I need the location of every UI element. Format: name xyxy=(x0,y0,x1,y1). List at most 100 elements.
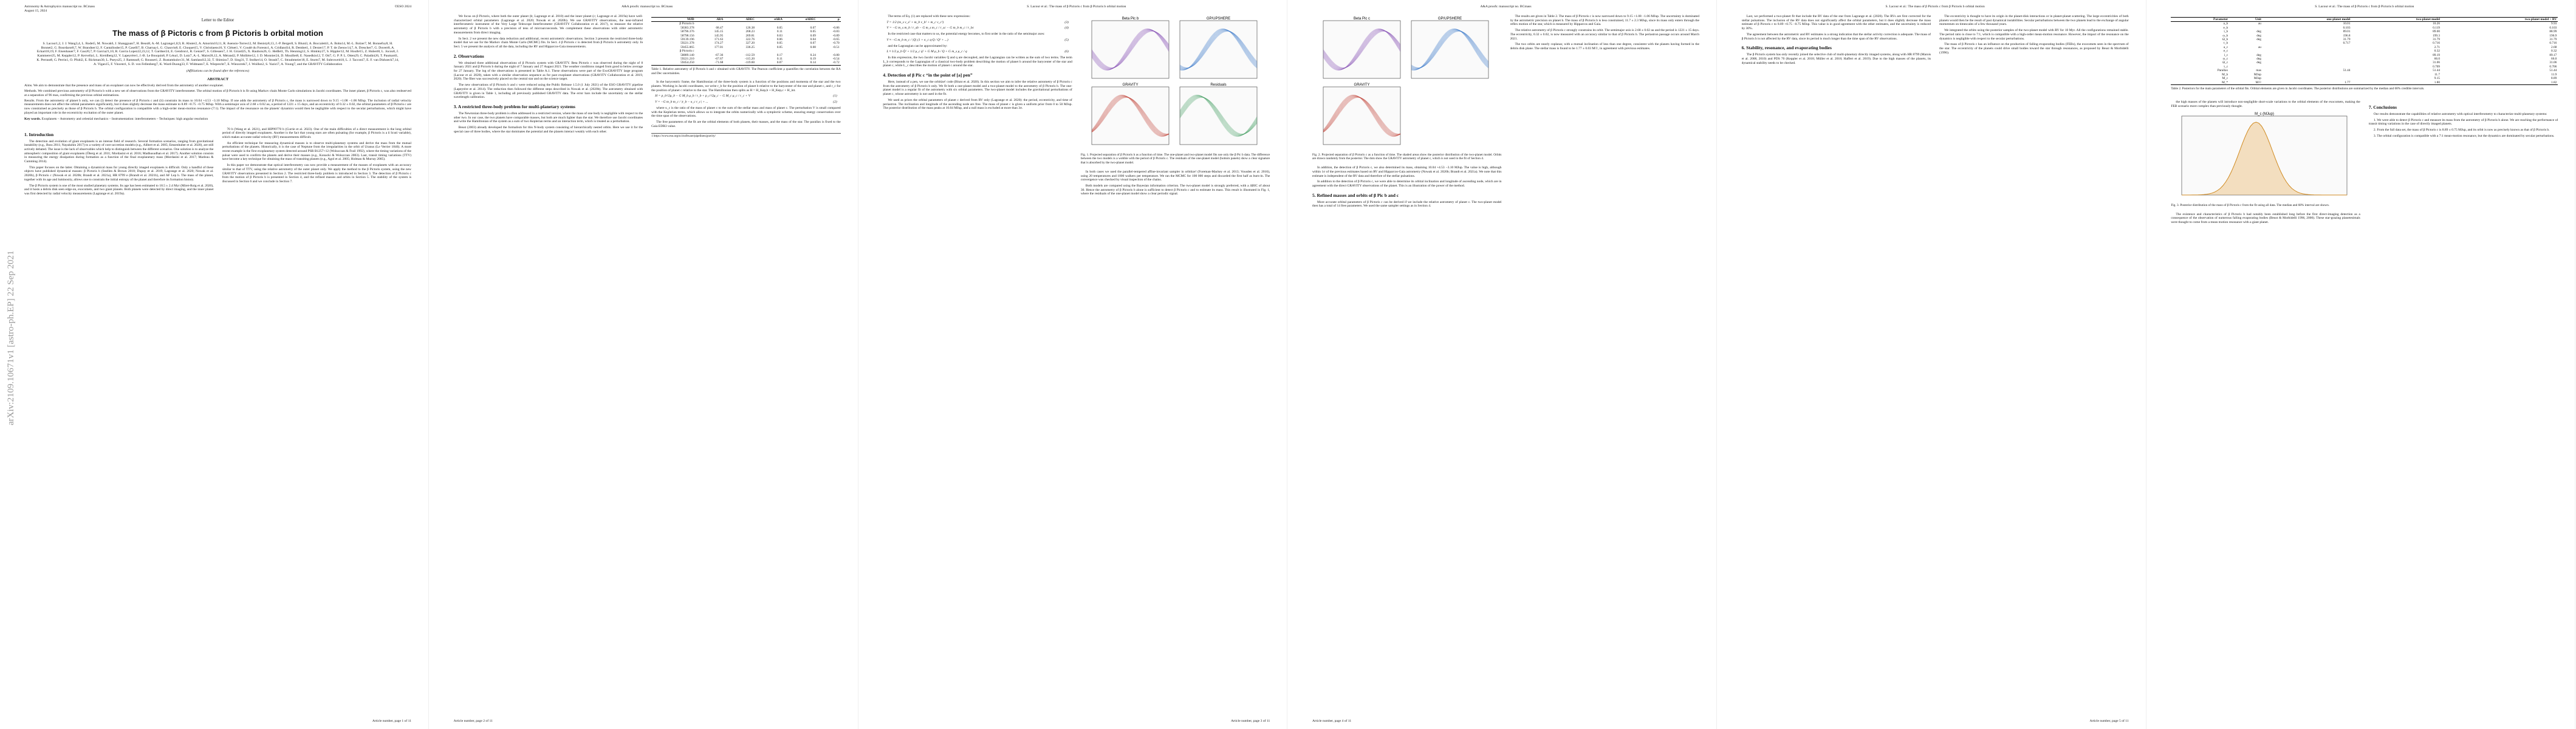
page-header: Astronomy & Astrophysics manuscript no. … xyxy=(24,5,411,15)
decorative-curve xyxy=(1323,94,1401,137)
decorative-curve xyxy=(1179,30,1258,69)
title: The mass of β Pictoris c from β Pictoris… xyxy=(112,28,323,38)
decorative-curve xyxy=(1091,29,1170,70)
table-cell: 126.38 xyxy=(745,26,755,30)
equation-number: (4) xyxy=(1064,26,1069,30)
table-cell: 0.32 xyxy=(2551,49,2557,53)
decorative-curve xyxy=(1179,97,1258,134)
paragraph: 2. From the full data set, the mass of β… xyxy=(2373,128,2550,132)
column: Beta Pic b GP/UPSHERE GRAVITY Residuals Fig.… xyxy=(1081,15,1270,712)
table-row: 58796.376 145.15 268.23 0.11 0.05 -0.83 xyxy=(651,30,841,33)
table-cell: 0.32 xyxy=(2434,49,2441,53)
table-cell: a_c xyxy=(2223,45,2228,49)
table-cell: 171.63 xyxy=(714,38,724,42)
decorative-curve xyxy=(1323,97,1401,135)
decorative-curve xyxy=(1091,95,1170,137)
table-cell: 0.103 xyxy=(2549,26,2557,30)
column: We focus on β Pictoris, where both the o… xyxy=(454,15,643,712)
panel-title: Beta Pic b xyxy=(1122,17,1139,21)
decorative-curve xyxy=(1091,30,1170,69)
columns: We focus on β Pictoris, where both the o… xyxy=(454,15,841,712)
column: 1. Introduction The detection and evoluti… xyxy=(24,128,214,712)
decorative-curve xyxy=(1091,29,1170,70)
page-header: S. Lacour et al.: The mass of β Pictoris… xyxy=(883,5,1270,15)
table-cell: 31.79 xyxy=(2549,38,2557,42)
decorative-curve xyxy=(1179,30,1258,69)
table-cell: M_c xyxy=(2222,77,2228,81)
decorative-curve xyxy=(1179,30,1258,69)
table-cell: τ_c xyxy=(2224,64,2228,69)
table-header-row: MJD ΔRA ΔDEC σΔRA σΔDEC ρ xyxy=(651,17,841,22)
table-body: β Pictoris b 58383.378 68.47 126.38 0.05 0.07… xyxy=(651,22,841,66)
table-cell: deg xyxy=(2256,61,2261,65)
table-header-row: Parameter Unit one-planet model two-planet … xyxy=(2171,17,2558,22)
decorative-curve xyxy=(1179,95,1258,136)
table-cell: 89.19 xyxy=(2433,53,2441,57)
table-cell: mas xyxy=(2256,69,2261,73)
decorative-curve xyxy=(1091,97,1169,135)
paragraph: In both cases we used the parallel-tempe… xyxy=(1080,169,1270,182)
decorative-curve xyxy=(1179,29,1258,70)
table-cell: -0.86 xyxy=(832,26,840,30)
paragraph: The agreement between the astrometric an… xyxy=(1741,32,1931,41)
table-cell xyxy=(724,22,756,26)
table-row: ω_b deg 196.8 199.3 196.9 xyxy=(2171,34,2558,38)
paragraph: 70 b (Wang et al. 2021), and HIP99770 b … xyxy=(222,127,412,139)
decorative-curve xyxy=(1179,96,1258,135)
decorative-curve xyxy=(1179,95,1258,137)
table-cell: i_c xyxy=(2224,53,2228,57)
table-cell xyxy=(784,22,817,26)
paragraph: This paper focuses on the latter. Obtain… xyxy=(24,165,214,182)
paragraph: Our results demonstrate the capabilities… xyxy=(2373,112,2547,116)
decorative-curve xyxy=(1179,29,1258,70)
decorative-curve xyxy=(1323,96,1401,135)
section-heading: 5. Refined masses and orbits of β Pic b … xyxy=(1312,192,1399,198)
column-header: Parameter xyxy=(2213,18,2228,21)
table-cell: -112.59 xyxy=(744,53,755,57)
table-cell: -67.67 xyxy=(714,57,724,61)
table-cell: 68.47 xyxy=(716,26,724,30)
table-cell: 268.23 xyxy=(745,30,755,34)
table-cell: e_b xyxy=(2223,26,2228,30)
paragraph: the high masses of the planets will intr… xyxy=(2171,100,2360,108)
plot-frame xyxy=(1091,20,1170,79)
table-cell: 11.9 xyxy=(2551,72,2557,77)
page-header: A&A proofs: manuscript no. BCmass xyxy=(454,5,841,15)
page: A&A proofs: manuscript no. BCmass Beta Pi… xyxy=(1288,0,1717,729)
keywords-label: Key words. xyxy=(24,117,41,121)
column-header: two-planet model + RV xyxy=(2524,18,2557,21)
column-header: ΔRA xyxy=(716,18,724,21)
table-row: τ_b 0.717 0.716 0.716 xyxy=(2171,41,2558,45)
page-footer: Article number, page 2 of 11 xyxy=(453,719,493,723)
equation: V = −G m_b m_c / |r_b − κ_c r_c| + ... (2… xyxy=(655,100,837,104)
table-cell: 88.99 xyxy=(2549,30,2557,34)
decorative-curve xyxy=(1323,97,1401,135)
decorative-curve xyxy=(1091,95,1170,136)
panel-title: GRAVITY xyxy=(1354,83,1370,87)
page-header: S. Lacour et al.: The mass of β Pictoris… xyxy=(1742,5,2129,15)
table-cell: 31.79 xyxy=(2343,38,2351,42)
table-cell: 2.71 xyxy=(2434,45,2441,49)
table-cell: 0.716 xyxy=(2433,41,2441,46)
paragraph: In addition, the detection of β Pictoris… xyxy=(1312,166,1502,178)
table-cell: 51.44 xyxy=(2549,69,2557,73)
table-cell: 0.05 xyxy=(776,26,783,30)
table-cell: 31.06 xyxy=(2433,61,2441,65)
decorative-curve xyxy=(1323,29,1401,70)
decorative-curve xyxy=(1179,30,1258,69)
decorative-curve xyxy=(1091,94,1170,137)
page-footer: Article number, page 1 of 11 xyxy=(372,719,411,723)
paragraph: The existence and characteristics of β P… xyxy=(2171,212,2360,225)
equation-body: T = 1/2 (m_s v_s² + m_b v_b² + m_c v_c²) xyxy=(886,20,944,24)
table-cell: -0.70 xyxy=(832,41,840,46)
running-head: A&A proofs: manuscript no. BCmass xyxy=(622,5,673,9)
table-head: Parameter Unit one-planet model two-planet … xyxy=(2171,17,2558,22)
column-header: MJD xyxy=(687,18,694,21)
table-cell: 145.95 xyxy=(714,33,724,38)
paragraph: We used as priors the orbital parameters… xyxy=(883,98,1072,111)
paragraph: 3. The orbital configuration is compatib… xyxy=(2373,134,2555,138)
table-row: 58383.378 68.47 126.38 0.05 0.07 -0.86 xyxy=(651,26,841,30)
table-cell: M☉ xyxy=(2255,80,2261,84)
table-cell: 0.11 xyxy=(776,57,783,61)
arxiv-stamp: arXiv:2109.10671v1 [astro-ph.EP] 22 Sep … xyxy=(6,250,16,425)
